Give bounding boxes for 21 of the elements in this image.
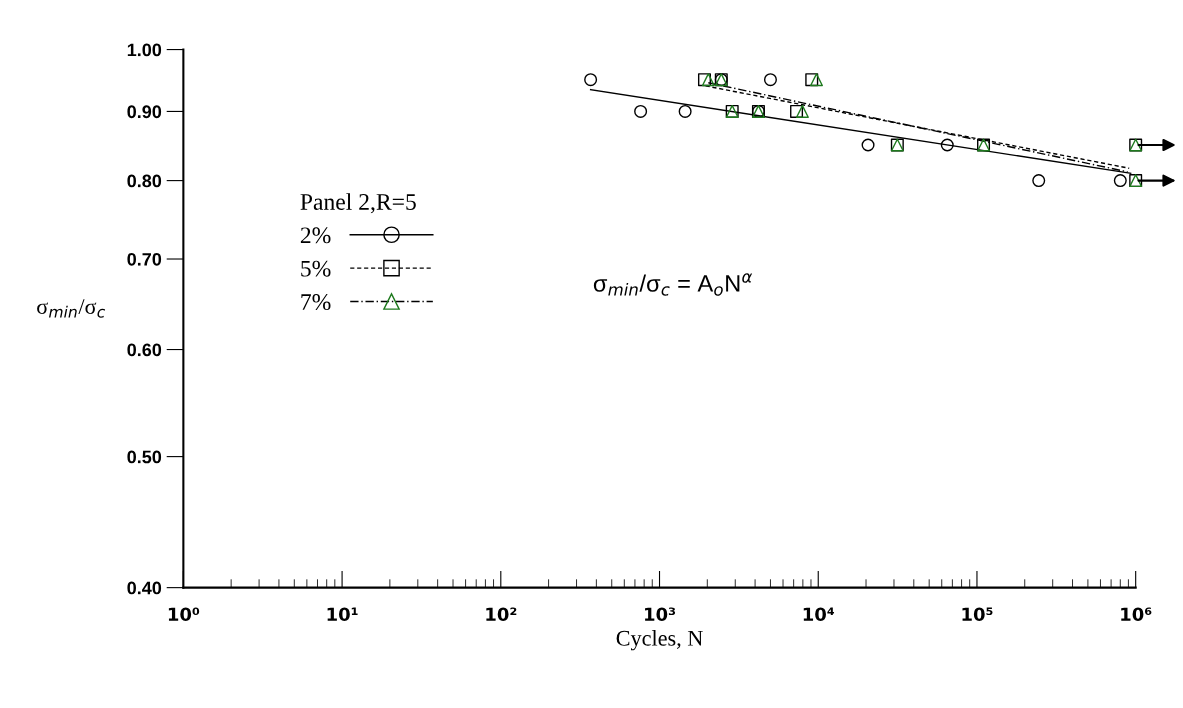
annotation: σ$_{min}$/σ$_{c}$ = A$_{o}$N$^{α}$ — [593, 273, 753, 296]
x-tick-label: 10⁵ — [962, 607, 993, 622]
legend-label: 7% — [301, 294, 331, 311]
x-tick-label: 10⁰ — [168, 607, 200, 622]
y-tick-label: 0.60 — [127, 343, 162, 357]
x-tick-label: 10³ — [645, 607, 676, 622]
y-tick-label: 0.90 — [127, 105, 162, 119]
x-tick-label: 10¹ — [327, 607, 358, 622]
y-tick-label: 0.40 — [127, 581, 162, 595]
legend-label: 2% — [300, 227, 331, 244]
x-tick-label: 10² — [486, 607, 517, 622]
x-axis-title: Cycles, N — [616, 630, 703, 651]
x-tick-label: 10⁴ — [803, 607, 835, 622]
y-tick-label: 1.00 — [127, 43, 162, 57]
y-tick-label: 0.70 — [127, 252, 162, 266]
y-tick-label: 0.80 — [127, 174, 162, 188]
x-tick-label: 10⁶ — [1121, 607, 1152, 622]
legend-label: 5% — [301, 260, 331, 277]
legend-title: Panel 2,R=5 — [300, 193, 416, 214]
y-tick-label: 0.50 — [127, 450, 162, 464]
y-axis-title: σ$_{min}$/σ$_{c}$ — [37, 299, 106, 318]
